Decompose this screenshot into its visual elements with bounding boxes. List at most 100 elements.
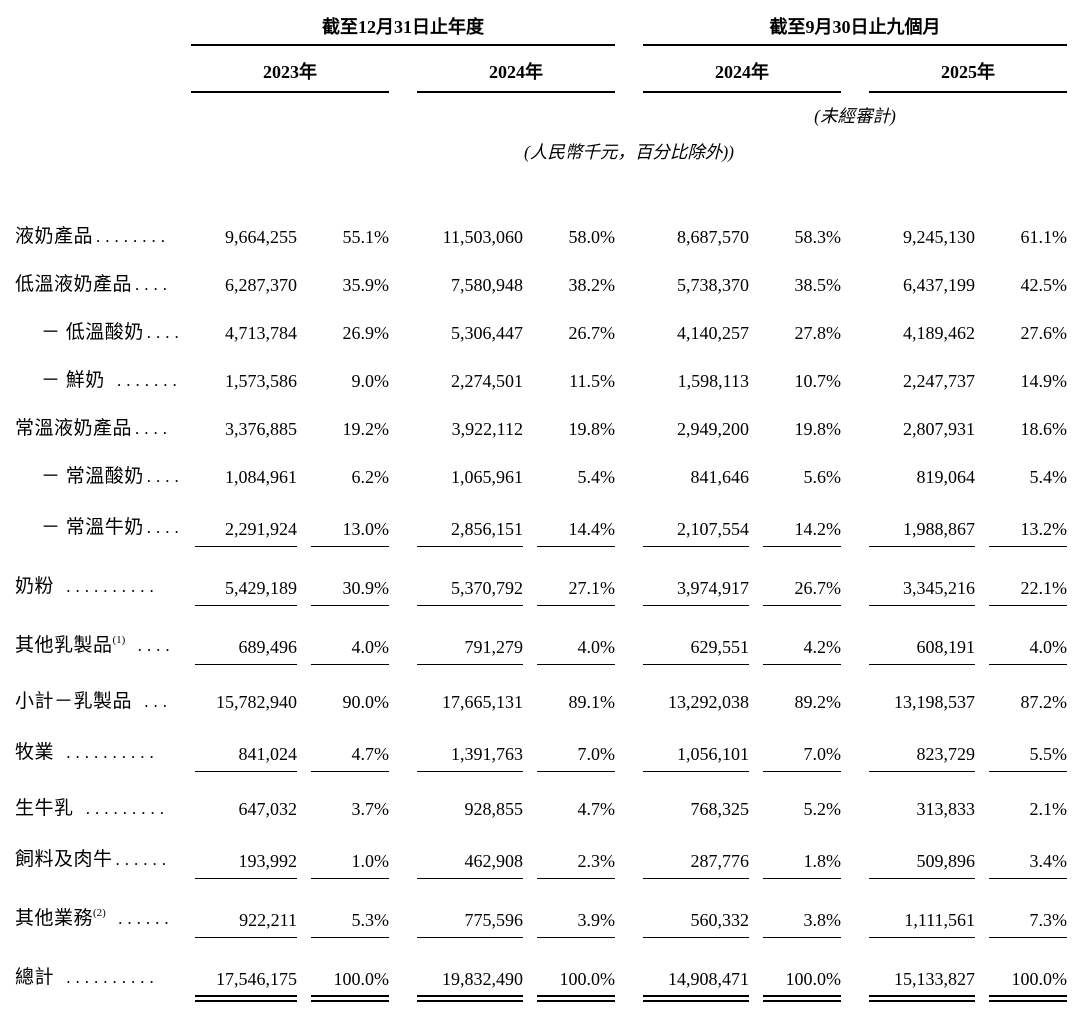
- percent-cell: 6.2%: [297, 451, 390, 499]
- row-label-text: 奶粉: [15, 576, 55, 597]
- percent-cell: 4.0%: [975, 617, 1067, 676]
- percent-value: 27.6%: [1020, 323, 1068, 343]
- amount-cell: 768,325: [615, 783, 750, 831]
- amount-cell: 4,189,462: [841, 307, 975, 355]
- percent-value: 27.8%: [794, 323, 842, 343]
- amount-cell: 15,782,940: [191, 676, 297, 724]
- table-row: 飼料及肉牛...... 193,992 1.0% 462,908 2.3% 287,776…: [15, 831, 1067, 890]
- unaudited-note-row: (未經審計): [15, 93, 1067, 127]
- percent-cell: 61.1%: [975, 211, 1068, 259]
- row-label-text: 飼料及肉牛: [15, 849, 113, 870]
- percent-cell: 7.0%: [749, 724, 841, 783]
- percent-value: 22.1%: [989, 578, 1067, 606]
- row-label: 其他業務(2) ......: [15, 890, 191, 949]
- amount-cell: 3,974,917: [615, 558, 749, 617]
- row-label-text: － 常溫牛奶: [41, 517, 144, 538]
- percent-value: 35.9%: [342, 275, 390, 295]
- percent-value: 26.7%: [763, 578, 841, 606]
- amount-cell: 928,855: [389, 783, 524, 831]
- amount-value: 1,056,101: [643, 744, 749, 772]
- dot-leader: ..........: [57, 968, 159, 987]
- percent-cell: 26.7%: [523, 307, 616, 355]
- amount-value: 2,949,200: [677, 419, 749, 439]
- amount-cell: 6,287,370: [191, 259, 297, 307]
- percent-value: 58.3%: [794, 227, 842, 247]
- percent-value: 2.1%: [1029, 799, 1068, 819]
- percent-value: 11.5%: [569, 371, 615, 391]
- percent-cell: 4.7%: [297, 724, 389, 783]
- percent-cell: 10.7%: [749, 355, 842, 403]
- row-label-text: － 鮮奶: [41, 370, 105, 391]
- percent-value: 61.1%: [1020, 227, 1068, 247]
- percent-cell: 5.3%: [297, 890, 389, 949]
- amount-cell: 629,551: [615, 617, 749, 676]
- row-label-text: 液奶產品: [15, 226, 94, 247]
- percent-cell: 27.6%: [975, 307, 1068, 355]
- percent-value: 7.0%: [537, 744, 615, 772]
- row-label: 飼料及肉牛......: [15, 831, 191, 890]
- table-row: 總計 .......... 17,546,175 100.0% 19,832,490 1…: [15, 949, 1067, 1013]
- amount-value: 193,992: [195, 851, 297, 879]
- row-label: 常溫液奶產品....: [15, 403, 191, 451]
- percent-value: 18.6%: [1020, 419, 1068, 439]
- percent-value: 5.4%: [577, 467, 616, 487]
- amount-cell: 823,729: [841, 724, 975, 783]
- amount-cell: 4,713,784: [191, 307, 297, 355]
- amount-cell: 560,332: [615, 890, 749, 949]
- amount-cell: 17,665,131: [389, 676, 523, 724]
- empty-cell: [15, 46, 191, 93]
- percent-value: 26.7%: [568, 323, 616, 343]
- percent-cell: 13.2%: [975, 499, 1067, 558]
- amount-value: 841,024: [195, 744, 297, 772]
- period-group-row: 截至12月31日止年度 截至9月30日止九個月: [15, 14, 1067, 46]
- amount-value: 5,738,370: [677, 275, 749, 295]
- percent-value: 7.0%: [763, 744, 841, 772]
- amount-cell: 5,738,370: [615, 259, 749, 307]
- row-label-text: 低溫液奶產品: [15, 274, 133, 295]
- amount-cell: 15,133,827: [841, 949, 975, 1013]
- percent-cell: 38.5%: [749, 259, 842, 307]
- amount-cell: 13,198,537: [841, 676, 975, 724]
- percent-value: 7.3%: [989, 910, 1067, 938]
- period-group-title: 截至9月30日止九個月: [643, 14, 1067, 46]
- amount-cell: 5,370,792: [389, 558, 523, 617]
- row-label: 液奶產品........: [15, 211, 191, 259]
- percent-cell: 5.4%: [523, 451, 616, 499]
- percent-cell: 30.9%: [297, 558, 389, 617]
- dot-leader: ....: [135, 419, 173, 438]
- table-row: 小計－乳製品 ... 15,782,940 90.0% 17,665,131 89.1%…: [15, 676, 1067, 724]
- amount-value: 2,107,554: [643, 519, 749, 547]
- amount-value: 4,140,257: [677, 323, 749, 343]
- percent-cell: 38.2%: [523, 259, 616, 307]
- amount-value: 2,247,737: [903, 371, 975, 391]
- unaudited-note-cell: (未經審計): [615, 93, 1067, 127]
- percent-cell: 7.0%: [523, 724, 615, 783]
- percent-cell: 7.3%: [975, 890, 1067, 949]
- amount-value: 3,376,885: [225, 419, 297, 439]
- row-label: 牧業 ..........: [15, 724, 191, 783]
- amount-value: 775,596: [417, 910, 523, 938]
- percent-cell: 3.7%: [297, 783, 390, 831]
- percent-value: 30.9%: [311, 578, 389, 606]
- table-row: 其他乳製品(1) .... 689,496 4.0% 791,279 4.0% 629,5…: [15, 617, 1067, 676]
- amount-cell: 1,988,867: [841, 499, 975, 558]
- amount-value: 629,551: [643, 637, 749, 665]
- row-label: 奶粉 ..........: [15, 558, 191, 617]
- row-label-text: 牧業: [15, 742, 55, 763]
- percent-value: 5.4%: [1029, 467, 1068, 487]
- amount-cell: 2,274,501: [389, 355, 523, 403]
- year-header-row: 2023年 2024年 2024年 2025年: [15, 46, 1067, 93]
- dot-leader: .......: [107, 371, 182, 390]
- table-row: － 低溫酸奶.... 4,713,784 26.9% 5,306,447 26.7% 4,…: [15, 307, 1067, 355]
- amount-cell: 819,064: [841, 451, 976, 499]
- row-label-text: 總計: [15, 967, 55, 988]
- amount-value: 15,782,940: [216, 692, 297, 712]
- table-row: 液奶產品........ 9,664,255 55.1% 11,503,060 58.0…: [15, 211, 1067, 259]
- percent-value: 5.5%: [989, 744, 1067, 772]
- table-row: 生牛乳 ......... 647,032 3.7% 928,855 4.7% 768,3…: [15, 783, 1067, 831]
- amount-value: 3,345,216: [869, 578, 975, 606]
- amount-value: 608,191: [869, 637, 975, 665]
- table-row: 奶粉 .......... 5,429,189 30.9% 5,370,792 27.1…: [15, 558, 1067, 617]
- table-row: 常溫液奶產品.... 3,376,885 19.2% 3,922,112 19.8% 2,…: [15, 403, 1067, 451]
- dot-leader: ......: [108, 909, 174, 928]
